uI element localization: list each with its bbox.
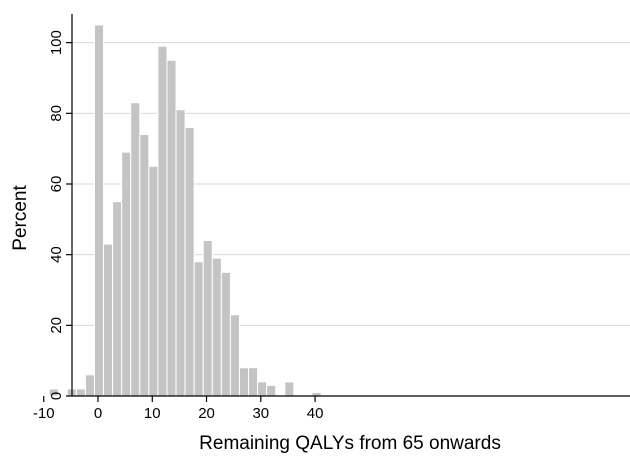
x-tick-label: 20	[198, 405, 215, 422]
histogram-bar	[148, 165, 159, 397]
histogram-bar	[211, 257, 222, 397]
histogram-bar	[266, 384, 277, 397]
histogram-bar	[103, 243, 114, 397]
histogram-bar	[220, 271, 231, 397]
histogram-bar	[166, 59, 177, 397]
histogram-bar	[238, 367, 250, 397]
tick-labels: 0 20 40 60 80 100 -10 0 10 20 30 40	[33, 30, 324, 422]
histogram-bar	[130, 102, 141, 397]
histogram-bar	[48, 388, 59, 397]
y-tick-label: 40	[48, 246, 65, 263]
histogram-bar	[229, 314, 240, 397]
y-tick-label: 60	[48, 176, 65, 193]
histogram-bar	[202, 240, 213, 397]
histogram-bar	[184, 126, 195, 397]
x-tick-label: 40	[307, 405, 324, 422]
histogram-bar	[121, 151, 132, 397]
histogram-bar	[248, 367, 259, 397]
y-tick-label: 0	[48, 392, 65, 400]
x-tick-label: 10	[144, 405, 161, 422]
x-tick-label: 30	[252, 405, 269, 422]
histogram-bar	[112, 201, 123, 397]
y-tick-label: 20	[48, 317, 65, 334]
histogram-bar	[75, 388, 86, 397]
histogram-bar	[257, 381, 268, 397]
x-axis-title: Remaining QALYs from 65 onwards	[199, 433, 501, 454]
histogram-bar	[284, 381, 295, 397]
histogram-bar	[157, 45, 168, 397]
axes	[71, 14, 630, 397]
histogram-bar	[175, 109, 186, 397]
y-tick-label: 80	[48, 105, 65, 122]
histogram-bar	[193, 261, 204, 397]
histogram-bars	[48, 24, 322, 397]
y-axis-title: Percent	[10, 185, 31, 251]
x-tick-label: -10	[33, 405, 55, 422]
histogram-bar	[84, 374, 95, 397]
x-tick-label: 0	[94, 405, 102, 422]
histogram-bar	[139, 134, 150, 397]
y-tick-label: 100	[48, 30, 65, 55]
histogram-bar	[93, 24, 105, 397]
